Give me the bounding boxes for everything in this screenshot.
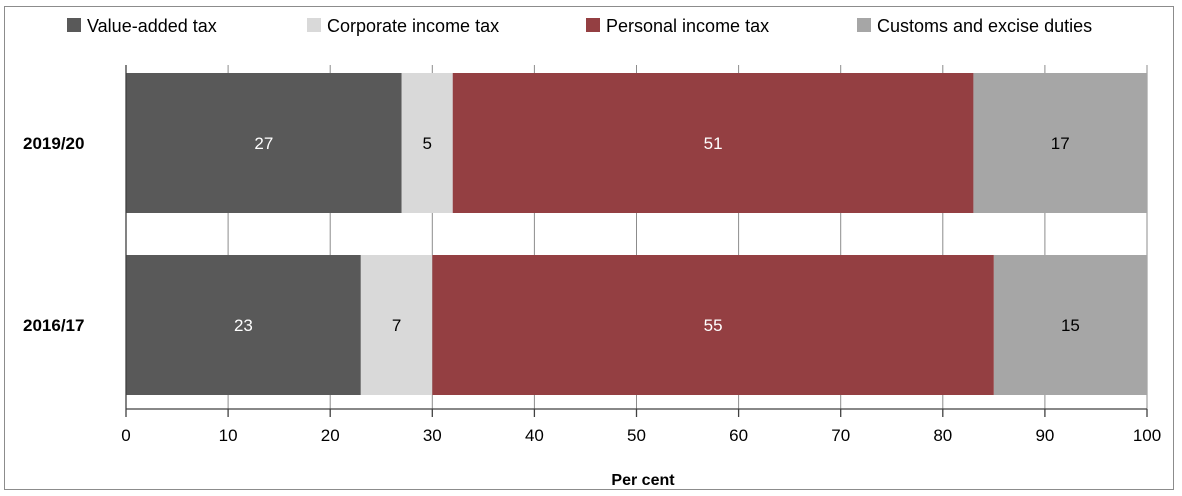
data-label: 5 [422, 134, 431, 153]
stacked-bar-chart: 27 5 51 17 23 7 55 15 0 10 20 30 40 50 60 70 80 90 100 20… [23, 16, 1161, 489]
x-axis: 0 10 20 30 40 50 60 70 80 90 100 [121, 65, 1161, 445]
legend-label: Value-added tax [87, 16, 217, 36]
x-tick-label: 90 [1035, 426, 1054, 445]
bar-segment [452, 73, 974, 213]
x-tick-label: 80 [933, 426, 952, 445]
category-labels: 2019/20 2016/17 [23, 134, 84, 335]
chart-frame: 27 5 51 17 23 7 55 15 0 10 20 30 40 50 60 70 80 90 100 20… [4, 6, 1174, 490]
data-label: 27 [254, 134, 273, 153]
x-axis-title: Per cent [611, 472, 675, 489]
legend-swatch [307, 18, 321, 32]
x-tick-label: 50 [627, 426, 646, 445]
bar-segment [360, 255, 433, 395]
x-tick-label: 30 [423, 426, 442, 445]
x-tick-label: 60 [729, 426, 748, 445]
bar-segment [126, 255, 361, 395]
legend-label: Personal income tax [606, 16, 769, 36]
bar-segment [401, 73, 453, 213]
data-label: 17 [1051, 134, 1070, 153]
legend-label: Customs and excise duties [877, 16, 1092, 36]
legend-swatch [586, 18, 600, 32]
legend-swatch [857, 18, 871, 32]
legend-label: Corporate income tax [327, 16, 499, 36]
data-label: 51 [704, 134, 723, 153]
legend: Value-added tax Corporate income tax Perso… [67, 16, 1092, 36]
data-label: 7 [392, 316, 401, 335]
category-label: 2019/20 [23, 134, 84, 153]
category-label: 2016/17 [23, 316, 84, 335]
bar-segment [432, 255, 994, 395]
x-tick-label: 20 [321, 426, 340, 445]
data-label: 55 [704, 316, 723, 335]
data-label: 23 [234, 316, 253, 335]
bar-segment [973, 73, 1147, 213]
data-label: 15 [1061, 316, 1080, 335]
legend-swatch [67, 18, 81, 32]
x-tick-label: 40 [525, 426, 544, 445]
x-tick-label: 0 [121, 426, 130, 445]
x-tick-label: 100 [1133, 426, 1161, 445]
x-tick-label: 70 [831, 426, 850, 445]
bars: 27 5 51 17 23 7 55 15 [126, 73, 1147, 395]
bar-segment [126, 73, 402, 213]
bar-segment [993, 255, 1147, 395]
x-tick-label: 10 [219, 426, 238, 445]
